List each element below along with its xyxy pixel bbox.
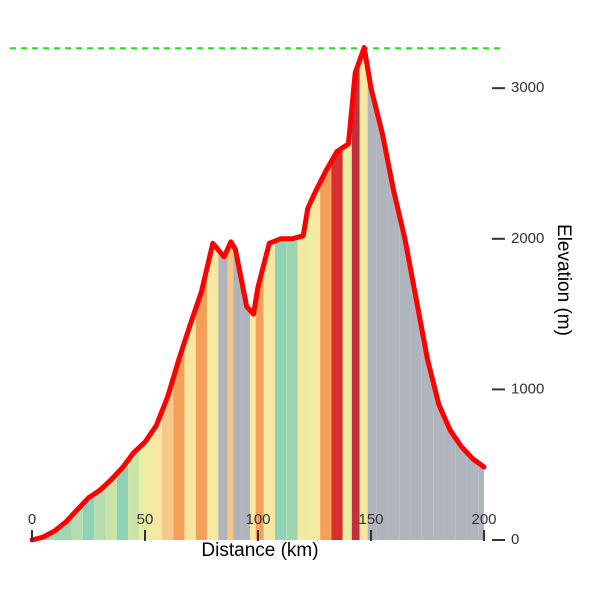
slope-stripe [387, 47, 400, 540]
x-tick-label: 200 [471, 511, 496, 528]
elevation-line [29, 45, 487, 543]
x-tick-label: 0 [28, 511, 36, 528]
slope-stripe [367, 47, 377, 540]
y-tick-label: 3000 [511, 79, 544, 96]
x-tick-label: 100 [245, 511, 270, 528]
slope-stripe [255, 47, 264, 540]
slope-stripe [37, 47, 49, 540]
y-axis-title: Elevation (m) [553, 224, 574, 336]
slope-stripe [311, 47, 321, 540]
slope-stripe [421, 47, 434, 540]
slope-stripe [227, 47, 234, 540]
slope-stripe [342, 47, 352, 540]
slope-stripe [60, 47, 72, 540]
slope-stripe [139, 47, 151, 540]
x-tick-label: 150 [358, 511, 383, 528]
slope-stripe [161, 47, 174, 540]
slope-stripe [286, 47, 298, 540]
slope-stripe [274, 47, 287, 540]
y-tick-label: 1000 [511, 380, 544, 397]
slope-stripe [48, 47, 61, 540]
slope-stripe [305, 47, 312, 540]
slope-stripe [455, 47, 468, 540]
slope-stripe [233, 47, 242, 540]
x-tick-label: 50 [137, 511, 154, 528]
slope-stripe [351, 47, 360, 540]
slope-stripe [399, 47, 411, 540]
slope-stripe [207, 47, 219, 540]
slope-stripe [320, 47, 332, 540]
slope-stripe [263, 47, 275, 540]
slope-stripe [150, 47, 162, 540]
slope-stripe [297, 47, 306, 540]
slope-stripe [376, 47, 388, 540]
slope-stripe [444, 47, 456, 540]
slope-stripe [250, 47, 256, 540]
slope-stripe [218, 47, 228, 540]
slope-stripe [71, 47, 83, 540]
slope-stripe [105, 47, 117, 540]
slope-stripe [359, 47, 368, 540]
slope-stripe [128, 47, 140, 540]
slope-stripe [32, 47, 38, 540]
x-axis-title: Distance (km) [201, 540, 318, 561]
slope-stripe [433, 47, 445, 540]
slope-stripe [94, 47, 106, 540]
slope-stripe [82, 47, 95, 540]
slope-stripe [173, 47, 185, 540]
y-tick-label: 0 [511, 531, 519, 548]
y-tick-label: 2000 [511, 230, 544, 247]
slope-stripe [184, 47, 196, 540]
slope-stripe [331, 47, 343, 540]
